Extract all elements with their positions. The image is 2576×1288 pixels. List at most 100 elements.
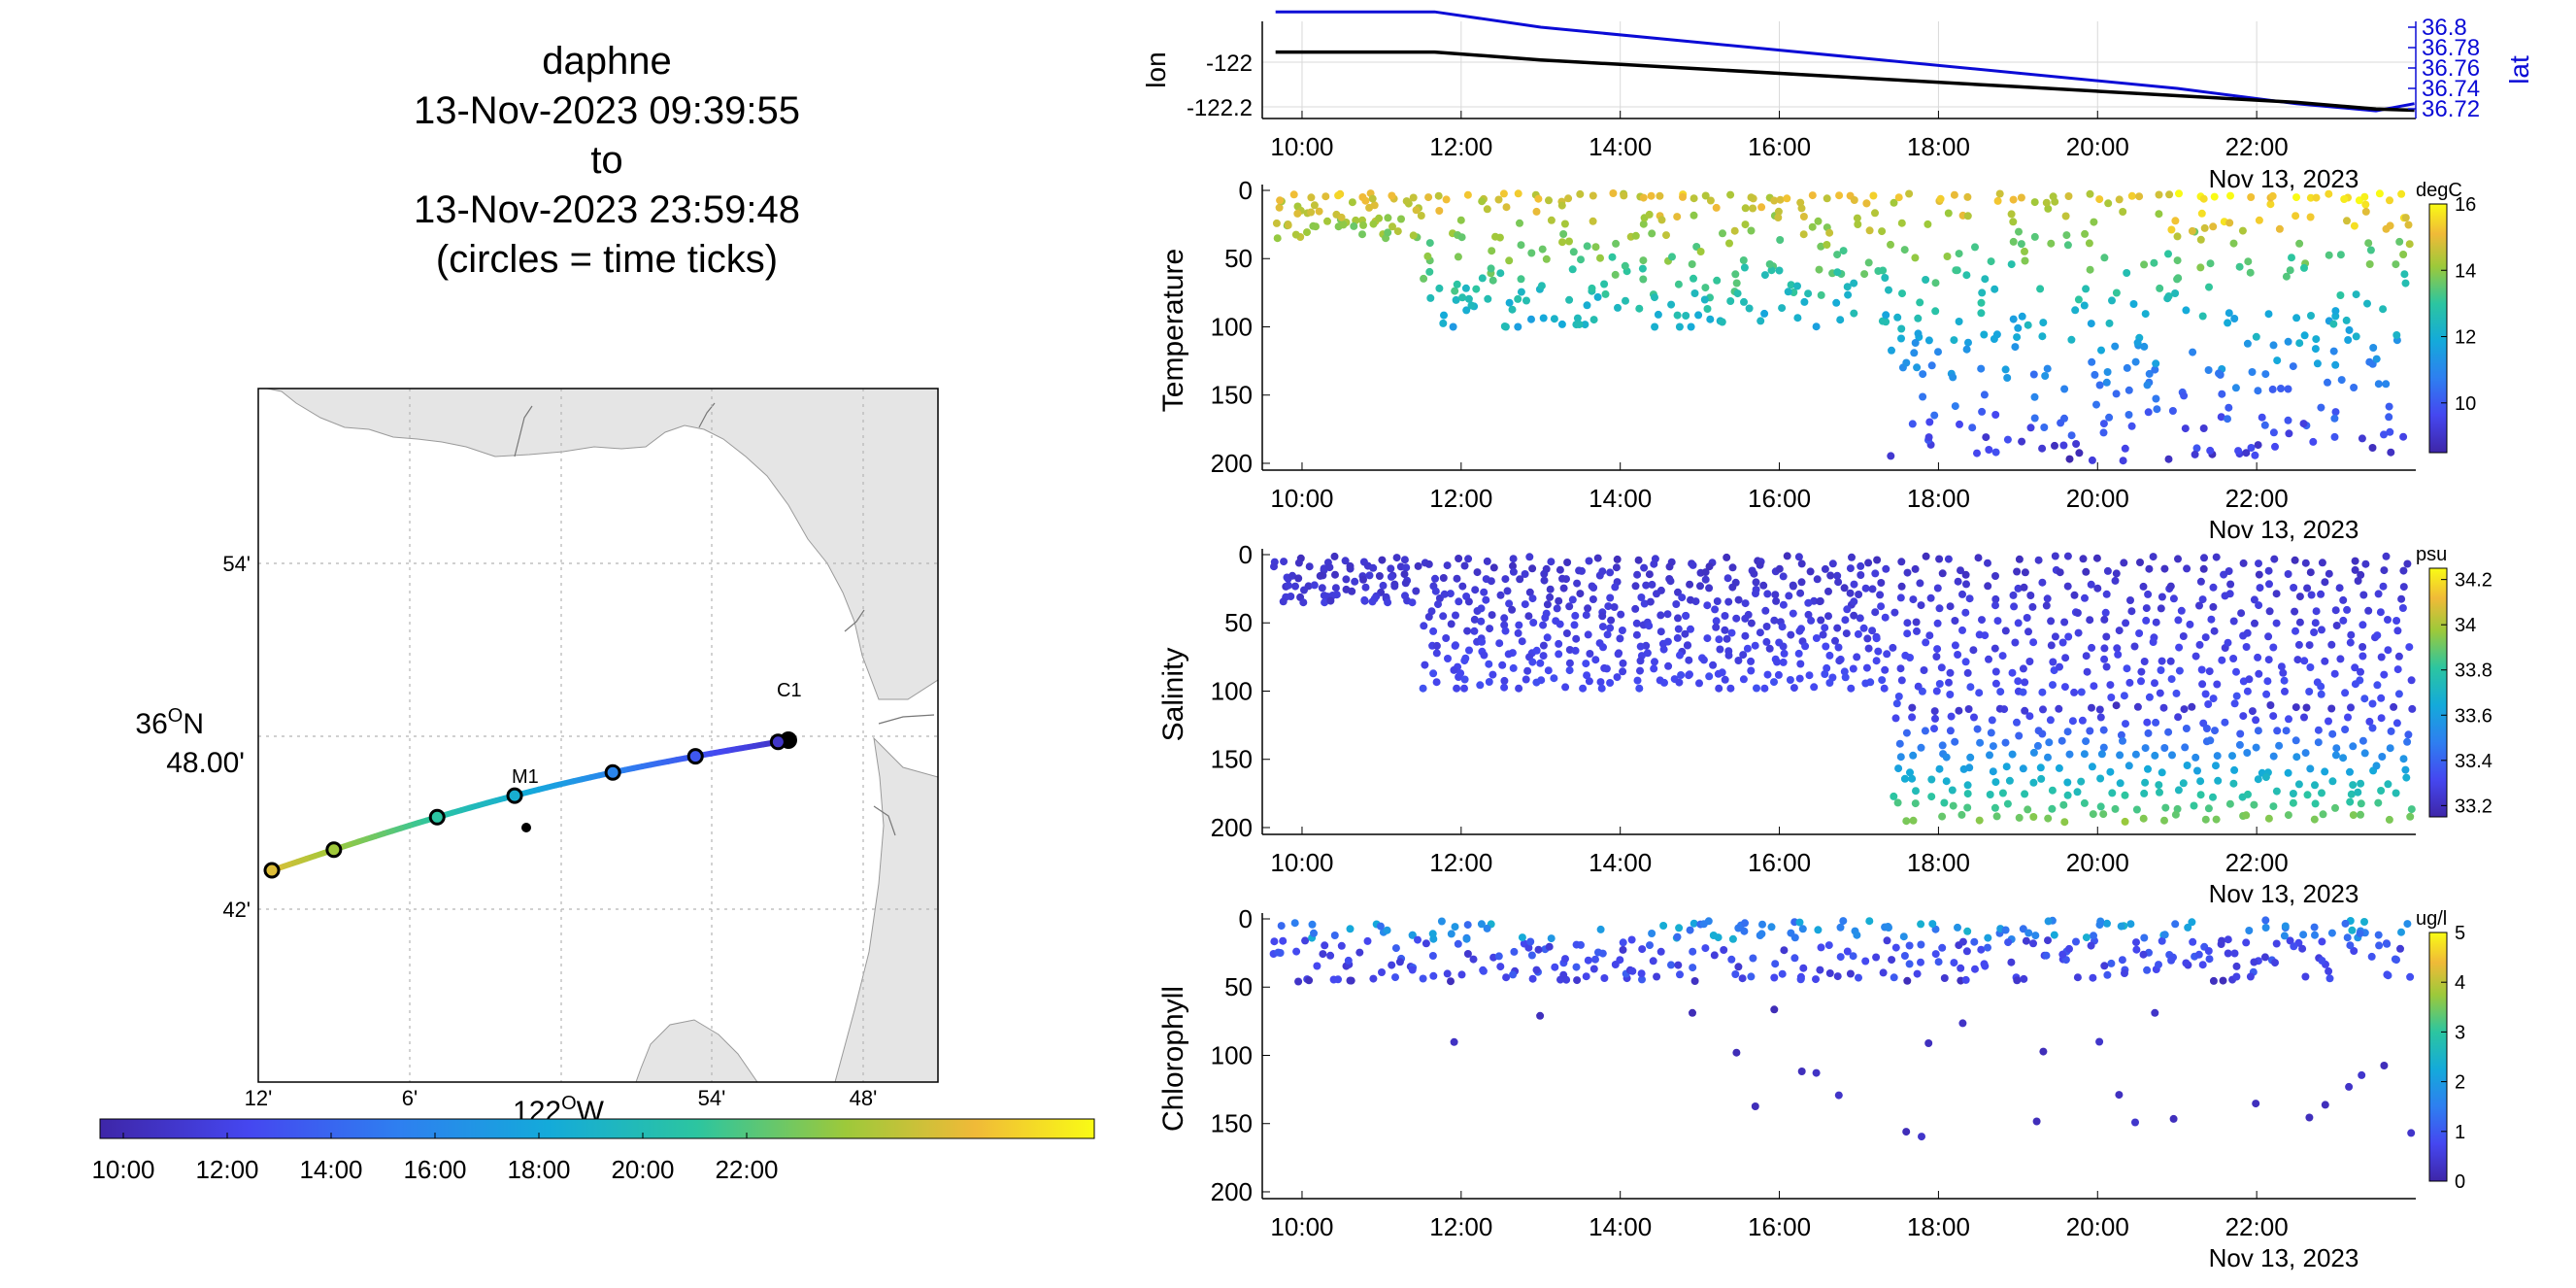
sample-dot bbox=[2272, 619, 2281, 627]
sample-dot bbox=[2290, 942, 2298, 951]
sample-dot bbox=[1387, 572, 1395, 581]
sample-dot bbox=[2132, 945, 2141, 954]
sample-dot bbox=[2386, 196, 2393, 205]
sample-dot bbox=[1795, 627, 1804, 635]
sample-dot bbox=[1812, 1068, 1821, 1077]
sample-dot bbox=[1854, 629, 1862, 638]
sample-dot bbox=[1922, 552, 1930, 560]
sample-dot bbox=[1666, 577, 1675, 586]
sample-dot bbox=[1509, 567, 1518, 576]
sample-dot bbox=[2072, 440, 2081, 448]
sample-dot bbox=[1989, 742, 1997, 751]
sample-dot bbox=[1632, 619, 1641, 627]
sample-dot bbox=[1970, 937, 1979, 946]
sample-dot bbox=[1518, 637, 1526, 646]
sample-dot bbox=[1485, 678, 1493, 686]
sample-dot bbox=[1916, 579, 1924, 588]
sample-dot bbox=[2001, 738, 2010, 747]
sample-dot bbox=[1799, 964, 1808, 972]
sample-dot bbox=[2117, 730, 2125, 739]
sample-dot bbox=[2325, 717, 2332, 726]
sample-dot bbox=[2331, 408, 2340, 417]
sample-dot bbox=[2034, 556, 2043, 564]
sample-dot bbox=[2097, 750, 2106, 759]
sample-dot bbox=[2289, 798, 2297, 807]
panel-colorbar bbox=[2428, 567, 2448, 818]
sample-dot bbox=[1774, 207, 1783, 216]
sample-dot bbox=[1976, 738, 1985, 747]
sample-dot bbox=[2063, 241, 2072, 250]
sample-dot bbox=[1853, 653, 1861, 661]
sample-dot bbox=[1584, 630, 1592, 639]
sample-dot bbox=[1432, 678, 1441, 687]
sample-dot bbox=[1715, 635, 1723, 644]
sample-dot bbox=[1857, 571, 1865, 579]
sample-dot bbox=[1825, 679, 1834, 687]
sample-dot bbox=[1426, 293, 1435, 302]
sample-dot bbox=[2386, 427, 2394, 436]
sample-dot bbox=[2254, 387, 2262, 395]
sample-dot bbox=[1565, 659, 1574, 667]
sample-dot bbox=[1455, 555, 1463, 562]
sample-dot bbox=[2151, 365, 2159, 374]
sample-dot bbox=[1305, 562, 1314, 571]
sample-dot bbox=[2294, 640, 2303, 649]
sample-dot bbox=[1971, 243, 1979, 252]
sample-dot bbox=[2331, 307, 2340, 316]
sample-dot bbox=[2292, 212, 2300, 220]
sample-dot bbox=[1871, 569, 1880, 578]
sample-dot bbox=[2132, 938, 2140, 947]
sample-dot bbox=[1836, 923, 1845, 932]
sample-dot bbox=[2209, 976, 2218, 985]
sample-dot bbox=[2068, 717, 2077, 726]
sample-dot bbox=[1409, 231, 1418, 240]
colorbar-tick-label: 12:00 bbox=[195, 1155, 258, 1184]
sample-dot bbox=[1577, 255, 1585, 264]
sample-dot bbox=[2149, 638, 2158, 646]
sample-dot bbox=[1925, 631, 1934, 640]
sample-dot bbox=[2179, 779, 2188, 788]
sample-dot bbox=[1684, 641, 1692, 650]
sample-dot bbox=[1429, 971, 1438, 980]
sample-dot bbox=[2164, 728, 2173, 736]
sample-dot bbox=[1872, 953, 1881, 962]
sample-dot bbox=[1412, 587, 1421, 595]
sample-dot bbox=[2331, 803, 2339, 812]
sample-dot bbox=[2350, 384, 2359, 391]
sample-dot bbox=[2197, 209, 2206, 218]
sample-dot bbox=[2183, 564, 2191, 573]
sample-dot bbox=[1339, 220, 1348, 229]
sample-dot bbox=[1850, 597, 1858, 606]
sample-dot bbox=[2044, 204, 2053, 213]
sample-dot bbox=[1414, 561, 1422, 570]
sample-dot bbox=[1842, 629, 1851, 638]
sample-dot bbox=[2088, 456, 2096, 464]
sample-dot bbox=[2331, 360, 2340, 369]
sample-dot bbox=[2314, 726, 2323, 734]
sample-dot bbox=[1656, 627, 1665, 636]
sample-dot bbox=[1891, 714, 1900, 723]
sample-dot bbox=[2126, 920, 2135, 929]
sample-dot bbox=[1991, 778, 2000, 787]
sample-dot bbox=[1346, 976, 1355, 985]
sample-dot bbox=[2103, 970, 2112, 979]
depth-tick: 50 bbox=[1224, 608, 1253, 637]
sample-dot bbox=[1589, 316, 1598, 324]
sample-dot bbox=[2135, 629, 2144, 637]
map-frame bbox=[257, 388, 939, 1083]
sample-dot bbox=[1478, 274, 1487, 283]
sample-dot bbox=[2273, 727, 2282, 735]
sample-dot bbox=[1463, 950, 1472, 958]
depth-tick: 0 bbox=[1239, 904, 1253, 933]
sample-dot bbox=[2041, 372, 2050, 380]
sample-dot bbox=[1839, 247, 1848, 255]
sample-dot bbox=[1504, 650, 1513, 659]
sample-dot bbox=[1938, 943, 1947, 952]
sample-dot bbox=[2300, 657, 2309, 665]
sample-dot bbox=[1606, 679, 1615, 687]
sample-dot bbox=[1843, 283, 1852, 291]
sample-dot bbox=[1651, 293, 1658, 302]
panel-ylabel: Temperature bbox=[1157, 249, 1189, 412]
sample-dot bbox=[1640, 563, 1649, 572]
sample-dot bbox=[1824, 587, 1832, 595]
